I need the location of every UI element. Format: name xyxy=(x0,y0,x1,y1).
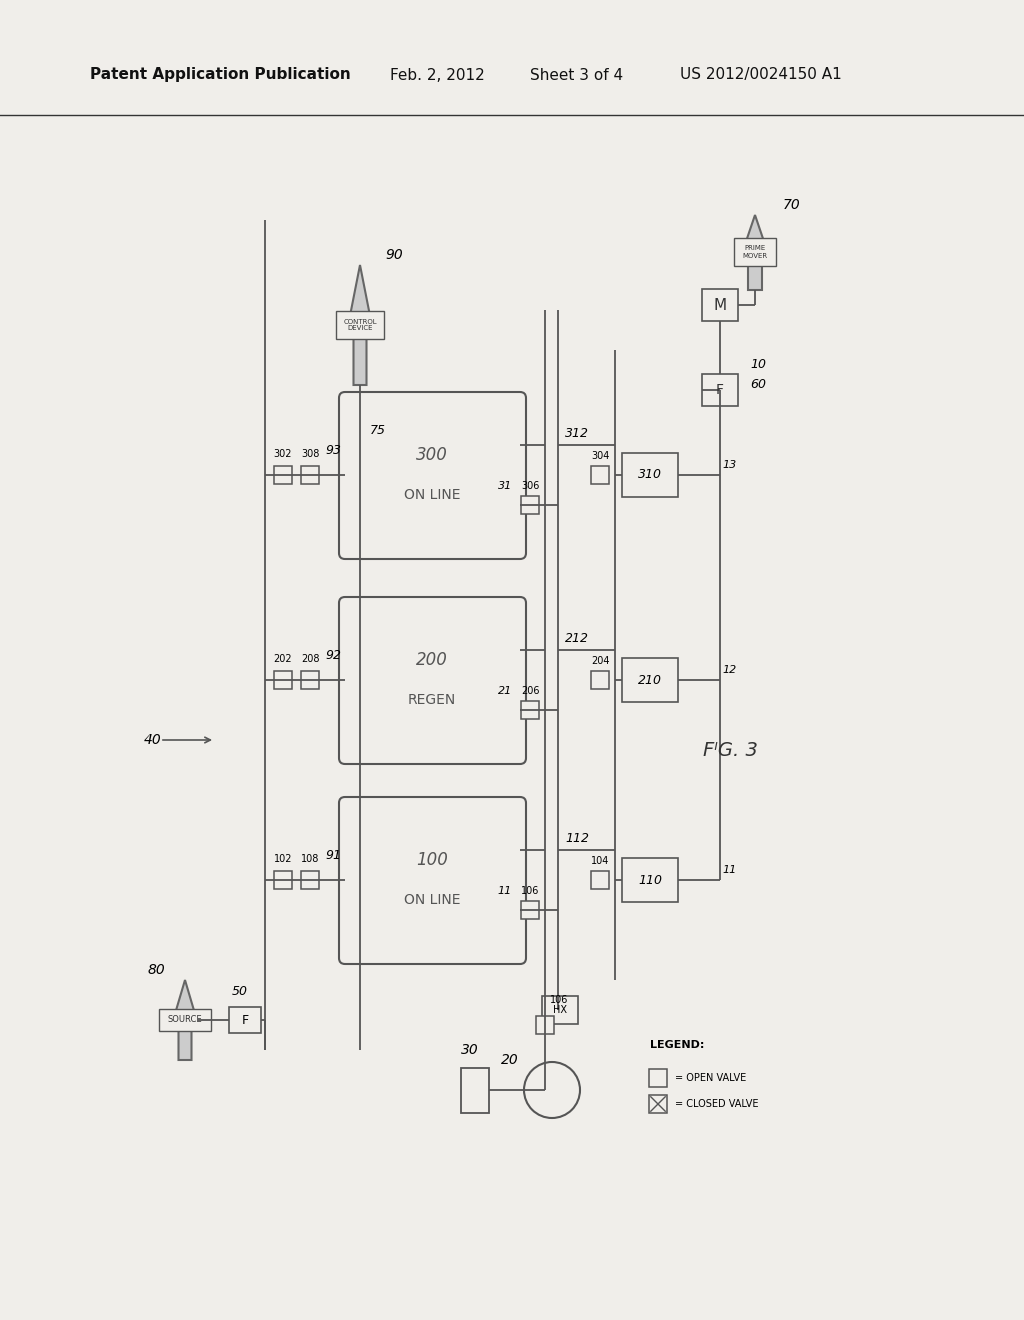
Text: CONTROL
DEVICE: CONTROL DEVICE xyxy=(343,318,377,331)
Bar xyxy=(301,871,319,888)
Text: 11: 11 xyxy=(498,886,512,896)
Bar xyxy=(622,657,678,702)
Text: 206: 206 xyxy=(521,686,540,696)
Text: 204: 204 xyxy=(591,656,609,667)
Bar xyxy=(159,1008,211,1031)
Text: HX: HX xyxy=(553,1005,567,1015)
Text: 30: 30 xyxy=(461,1043,479,1057)
Text: 40: 40 xyxy=(144,733,162,747)
Text: REGEN: REGEN xyxy=(408,693,456,708)
Text: Feb. 2, 2012: Feb. 2, 2012 xyxy=(390,67,484,82)
Text: F: F xyxy=(716,383,724,397)
Text: = CLOSED VALVE: = CLOSED VALVE xyxy=(675,1100,759,1109)
Text: 70: 70 xyxy=(783,198,801,213)
Text: M: M xyxy=(714,297,727,313)
Text: 12: 12 xyxy=(722,665,736,675)
Text: 90: 90 xyxy=(385,248,402,261)
Bar xyxy=(622,858,678,902)
Bar xyxy=(521,701,539,719)
FancyBboxPatch shape xyxy=(339,392,526,558)
Text: 106: 106 xyxy=(550,995,568,1005)
Text: 75: 75 xyxy=(370,424,386,437)
Text: 50: 50 xyxy=(232,985,248,998)
Bar xyxy=(649,1096,667,1113)
Text: 100: 100 xyxy=(416,851,447,869)
Text: 208: 208 xyxy=(301,653,319,664)
Bar xyxy=(229,1007,261,1034)
Text: 10: 10 xyxy=(750,359,766,371)
Circle shape xyxy=(524,1063,580,1118)
Text: US 2012/0024150 A1: US 2012/0024150 A1 xyxy=(680,67,842,82)
Bar xyxy=(591,671,609,689)
Text: 302: 302 xyxy=(273,449,292,459)
Text: PRIME
MOVER: PRIME MOVER xyxy=(742,246,768,259)
Text: Sheet 3 of 4: Sheet 3 of 4 xyxy=(530,67,624,82)
FancyBboxPatch shape xyxy=(339,797,526,964)
Polygon shape xyxy=(172,979,198,1060)
Bar xyxy=(591,871,609,888)
Bar xyxy=(301,671,319,689)
Bar xyxy=(536,1016,554,1034)
Bar xyxy=(274,671,292,689)
Text: 93: 93 xyxy=(325,444,341,457)
Bar xyxy=(521,902,539,919)
Text: 110: 110 xyxy=(638,874,662,887)
Text: 102: 102 xyxy=(273,854,292,865)
Bar xyxy=(521,496,539,513)
Text: 304: 304 xyxy=(591,451,609,461)
Text: 92: 92 xyxy=(325,649,341,663)
Text: 200: 200 xyxy=(416,651,447,669)
Bar xyxy=(336,312,384,339)
Text: 11: 11 xyxy=(722,865,736,875)
Text: 31: 31 xyxy=(498,480,512,491)
Text: 21: 21 xyxy=(498,686,512,696)
Bar xyxy=(702,374,738,407)
Text: 202: 202 xyxy=(273,653,292,664)
Text: 106: 106 xyxy=(521,886,540,896)
Text: 108: 108 xyxy=(301,854,319,865)
Text: 20: 20 xyxy=(501,1053,519,1067)
Text: 212: 212 xyxy=(565,632,589,645)
Text: ON LINE: ON LINE xyxy=(403,488,460,502)
Text: 300: 300 xyxy=(416,446,447,465)
Text: 60: 60 xyxy=(750,379,766,392)
Text: SOURCE: SOURCE xyxy=(168,1015,203,1024)
Text: ON LINE: ON LINE xyxy=(403,894,460,907)
Polygon shape xyxy=(347,265,373,385)
Text: 210: 210 xyxy=(638,673,662,686)
Text: Patent Application Publication: Patent Application Publication xyxy=(90,67,351,82)
Text: F: F xyxy=(242,1014,249,1027)
Text: 308: 308 xyxy=(301,449,319,459)
Text: 310: 310 xyxy=(638,469,662,482)
Text: = OPEN VALVE: = OPEN VALVE xyxy=(675,1073,746,1082)
Bar xyxy=(622,453,678,498)
Text: 91: 91 xyxy=(325,849,341,862)
Bar xyxy=(274,871,292,888)
Bar xyxy=(542,997,578,1024)
Text: 13: 13 xyxy=(722,459,736,470)
FancyBboxPatch shape xyxy=(339,597,526,764)
Bar xyxy=(591,466,609,484)
Bar xyxy=(274,466,292,484)
Bar xyxy=(649,1069,667,1086)
Bar xyxy=(461,1068,489,1113)
Text: 112: 112 xyxy=(565,832,589,845)
Text: 312: 312 xyxy=(565,426,589,440)
Bar xyxy=(702,289,738,321)
Text: 80: 80 xyxy=(147,964,165,977)
Text: 104: 104 xyxy=(591,855,609,866)
Bar xyxy=(734,238,776,267)
Text: 306: 306 xyxy=(521,480,540,491)
Bar xyxy=(301,466,319,484)
Text: FᴵG. 3: FᴵG. 3 xyxy=(702,741,758,759)
Text: LEGEND:: LEGEND: xyxy=(650,1040,705,1049)
Polygon shape xyxy=(741,215,769,290)
